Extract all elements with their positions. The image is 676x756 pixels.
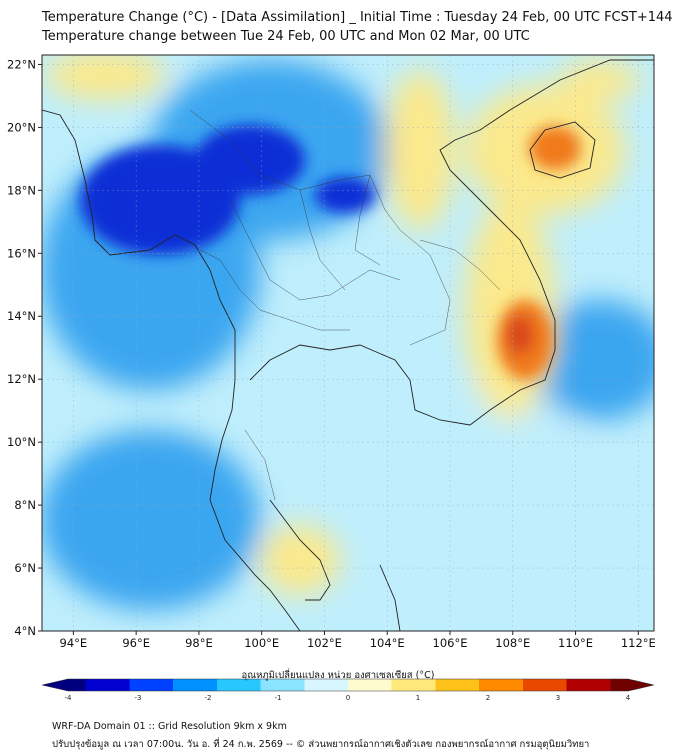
colorbar-tick-label: 4 [626, 694, 631, 702]
lat-label: 14°N [7, 309, 36, 323]
map-frame [41, 54, 655, 632]
border-c [199, 249, 350, 331]
colorbar-tick-label: -3 [135, 694, 142, 702]
border-g [244, 429, 276, 501]
lon-label: 94°E [60, 636, 88, 650]
colorbar-tick-label: -1 [275, 694, 282, 702]
colorbar-tick-label: 3 [556, 694, 560, 702]
warm-region-laos [385, 70, 455, 230]
neutral-region-mid [270, 370, 390, 470]
colorbar-title: อุณหภูมิเปลี่ยนแปลง หน่วย องศาเซลเซียส (… [241, 670, 435, 681]
border-f [419, 239, 501, 291]
chart-title: Temperature Change (°C) - [Data Assimila… [42, 10, 673, 25]
lon-label: 112°E [621, 636, 656, 650]
lat-label: 6°N [14, 561, 36, 575]
chart-subtitle: Temperature change between Tue 24 Feb, 0… [42, 29, 530, 44]
strong-cool-laos [315, 177, 375, 213]
lat-label: 4°N [14, 624, 36, 638]
lon-label: 104°E [370, 636, 405, 650]
lat-label: 18°N [7, 183, 36, 197]
border-e [354, 174, 381, 266]
admin-borders [189, 109, 501, 501]
colorbar-tick-label: -2 [205, 694, 212, 702]
cool-region-sea [530, 300, 654, 420]
temperature-field [42, 55, 654, 631]
coastline-gulf [249, 59, 654, 426]
warm-region-southchina [560, 60, 640, 100]
lon-label: 110°E [558, 636, 593, 650]
colorbar: -4 -3 -2 -1 0 1 2 3 4 [41, 678, 655, 702]
coastline-borneo [379, 564, 401, 631]
lon-label: 98°E [185, 636, 213, 650]
colorbar-tick-label: 0 [346, 694, 350, 702]
lon-label: 96°E [122, 636, 150, 650]
hot-region-hainan [529, 126, 581, 170]
strong-cool-north [195, 125, 305, 195]
colorbar-tick-label: 2 [486, 694, 490, 702]
colorbar-ticks: -4 -3 -2 -1 0 1 2 3 4 [65, 694, 631, 702]
border-b [229, 199, 401, 301]
longitude-labels: 94°E 96°E 98°E 100°E 102°E 104°E 106°E 108°E 110… [60, 631, 656, 650]
lat-label: 16°N [7, 246, 36, 260]
lat-label: 8°N [14, 498, 36, 512]
very-hot-core-vietnam [506, 315, 534, 355]
colorbar-tick-label: -4 [65, 694, 73, 702]
footer-credit: ปรับปรุงข้อมูล ณ เวลา 07:00น. วัน อ. ที่… [52, 739, 590, 750]
lat-label: 20°N [7, 120, 36, 134]
lat-label: 12°N [7, 372, 36, 386]
coastline-west [42, 109, 301, 631]
footer-model-info: WRF-DA Domain 01 :: Grid Resolution 9km … [52, 721, 287, 732]
coastline-peninsula-east [269, 499, 331, 601]
lat-label: 10°N [7, 435, 36, 449]
neutral-region-southeast [470, 500, 650, 620]
warm-region-northwest [45, 55, 165, 100]
border-d [299, 189, 346, 291]
border-a [189, 109, 451, 346]
latitude-labels: 22°N 20°N 18°N 16°N 14°N 12°N 10°N 8°N 6°N 4°N [7, 57, 42, 638]
coastline-hainan [529, 121, 596, 179]
coastlines [42, 59, 654, 631]
lon-label: 108°E [495, 636, 530, 650]
colorbar-bar [41, 678, 655, 692]
warm-region-malaysia [260, 525, 340, 595]
lon-label: 102°E [307, 636, 342, 650]
cool-region-andaman [42, 430, 260, 610]
lon-label: 100°E [244, 636, 279, 650]
colorbar-tick-label: 1 [416, 694, 420, 702]
lat-label: 22°N [7, 57, 36, 71]
lon-label: 106°E [433, 636, 468, 650]
